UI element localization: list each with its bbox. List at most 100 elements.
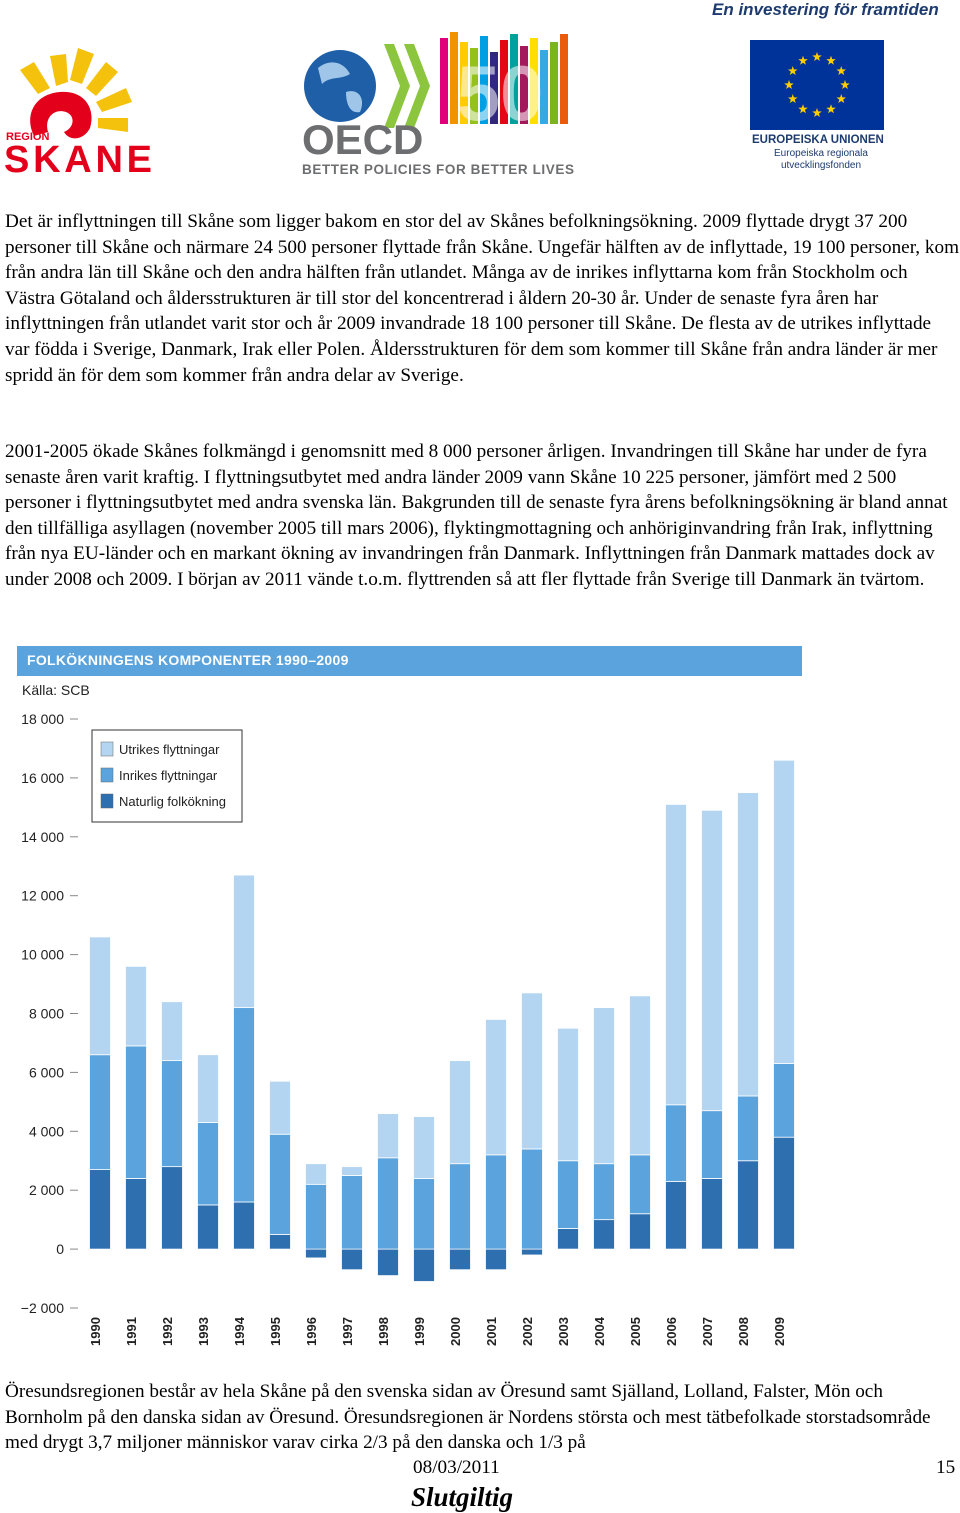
bar-segment bbox=[665, 1180, 687, 1250]
eu-star-icon bbox=[798, 104, 808, 114]
legend-box bbox=[91, 729, 243, 823]
bar-segment bbox=[449, 1248, 471, 1271]
bar-segment bbox=[269, 1080, 291, 1135]
bar-segment bbox=[557, 1027, 579, 1162]
bar-segment bbox=[629, 1213, 651, 1250]
x-tick-label: 1999 bbox=[412, 1317, 427, 1346]
oecd-50-logo: 50 OECD BETTER POLICIES FOR BETTER LIVES bbox=[302, 32, 574, 177]
bar-segment bbox=[413, 1178, 435, 1250]
bar-segment bbox=[125, 1178, 147, 1250]
bar-segment bbox=[197, 1054, 219, 1123]
eu-star-icon bbox=[836, 66, 846, 75]
eu-star-icon bbox=[784, 80, 794, 89]
y-tick-label: 16 000 bbox=[21, 770, 64, 786]
bar-segment bbox=[197, 1122, 219, 1206]
region-skane-logo: REGION SKANE bbox=[4, 48, 152, 176]
eu-star-icon bbox=[840, 80, 850, 89]
bar-segment bbox=[557, 1160, 579, 1229]
bar-segment bbox=[449, 1163, 471, 1250]
svg-text:OECD: OECD bbox=[302, 116, 423, 163]
bar-segment bbox=[269, 1133, 291, 1235]
bar-segment bbox=[89, 936, 111, 1056]
y-tick-label: 8 000 bbox=[29, 1006, 64, 1022]
x-tick-label: 1998 bbox=[376, 1317, 391, 1346]
eu-star-icon bbox=[788, 66, 798, 75]
bar-segment bbox=[737, 1160, 759, 1250]
bar-segment bbox=[305, 1163, 327, 1185]
eu-star-icon bbox=[798, 55, 808, 65]
y-tick-label: 0 bbox=[56, 1241, 64, 1257]
bar-segment bbox=[701, 809, 723, 1112]
eu-star-icon bbox=[836, 94, 846, 103]
y-tick-label: 6 000 bbox=[29, 1064, 64, 1080]
bar-segment bbox=[737, 792, 759, 1097]
chart-source: Källa: SCB bbox=[22, 682, 90, 698]
bar-segment bbox=[665, 1104, 687, 1182]
y-tick-label: 2 000 bbox=[29, 1182, 64, 1198]
bar-segment bbox=[701, 1178, 723, 1250]
legend-swatch bbox=[100, 793, 114, 809]
bar-segment bbox=[629, 995, 651, 1156]
x-tick-label: 1994 bbox=[232, 1316, 247, 1346]
bar-segment bbox=[521, 1248, 543, 1256]
bar-segment bbox=[485, 1154, 507, 1250]
y-tick-label: 12 000 bbox=[21, 888, 64, 904]
bar-segment bbox=[233, 1007, 255, 1203]
document-status: Slutgiltig bbox=[411, 1482, 514, 1512]
svg-text:BETTER POLICIES FOR BETTER LIV: BETTER POLICIES FOR BETTER LIVES bbox=[302, 162, 574, 177]
y-tick-label: 14 000 bbox=[21, 829, 64, 845]
bar-segment bbox=[449, 1060, 471, 1165]
page-header: REGION SKANE 50 OECD BETTER POLICIES bbox=[0, 0, 960, 185]
eu-fund-line1: Europeiska regionala bbox=[774, 148, 868, 159]
chart-title-banner: FOLKÖKNINGENS KOMPONENTER 1990–2009 bbox=[17, 646, 802, 676]
svg-text:SKANE: SKANE bbox=[4, 139, 152, 176]
bar-segment bbox=[413, 1248, 435, 1282]
bar-segment bbox=[485, 1248, 507, 1271]
legend-label: Inrikes flyttningar bbox=[119, 768, 218, 783]
x-tick-label: 1997 bbox=[340, 1317, 355, 1346]
x-tick-label: 2006 bbox=[664, 1317, 679, 1346]
x-tick-label: 1995 bbox=[268, 1317, 283, 1346]
eu-star-icon bbox=[826, 104, 836, 114]
y-tick-label: 10 000 bbox=[21, 947, 64, 963]
bar-segment bbox=[593, 1219, 615, 1250]
x-tick-label: 1993 bbox=[196, 1317, 211, 1346]
x-tick-label: 2001 bbox=[484, 1317, 499, 1346]
bar-segment bbox=[341, 1166, 363, 1176]
paragraph-population-growth: 2001-2005 ökade Skånes folkmängd i genom… bbox=[5, 441, 948, 590]
bar-segment bbox=[413, 1116, 435, 1179]
eu-fund-line2: utvecklingsfonden bbox=[780, 160, 862, 171]
bar-segment bbox=[773, 1063, 795, 1138]
bar-segment bbox=[161, 1166, 183, 1250]
bar-segment bbox=[377, 1157, 399, 1250]
bar-segment bbox=[197, 1204, 219, 1250]
page-number: 15 bbox=[936, 1457, 956, 1478]
bar-segment bbox=[305, 1248, 327, 1259]
eu-flag-icon bbox=[750, 40, 884, 130]
bar-segment bbox=[125, 965, 147, 1047]
bar-segment bbox=[89, 1054, 111, 1170]
y-tick-label: 4 000 bbox=[29, 1123, 64, 1139]
y-tick-label: 18 000 bbox=[21, 711, 64, 727]
bar-segment bbox=[593, 1007, 615, 1165]
bar-segment bbox=[773, 1136, 795, 1250]
bar-segment bbox=[665, 804, 687, 1106]
bar-segment bbox=[125, 1045, 147, 1179]
y-tick-label: −2 000 bbox=[21, 1300, 64, 1316]
bar-segment bbox=[233, 1201, 255, 1250]
eu-tagline: En investering för framtiden bbox=[712, 0, 939, 19]
bar-segment bbox=[269, 1233, 291, 1250]
x-tick-label: 1992 bbox=[160, 1317, 175, 1346]
paragraph-oresund: Öresundsregionen består av hela Skåne på… bbox=[5, 1381, 931, 1454]
x-tick-label: 2009 bbox=[772, 1317, 787, 1346]
eu-star-icon bbox=[812, 108, 822, 117]
bar-segment bbox=[521, 992, 543, 1150]
legend-swatch bbox=[100, 767, 114, 783]
eu-name: EUROPEISKA UNIONEN bbox=[752, 134, 884, 146]
bar-segment bbox=[593, 1163, 615, 1221]
eu-star-icon bbox=[826, 55, 836, 65]
bar-segment bbox=[737, 1095, 759, 1162]
x-tick-label: 1996 bbox=[304, 1317, 319, 1346]
bar-segment bbox=[233, 874, 255, 1009]
x-tick-label: 1990 bbox=[88, 1317, 103, 1346]
